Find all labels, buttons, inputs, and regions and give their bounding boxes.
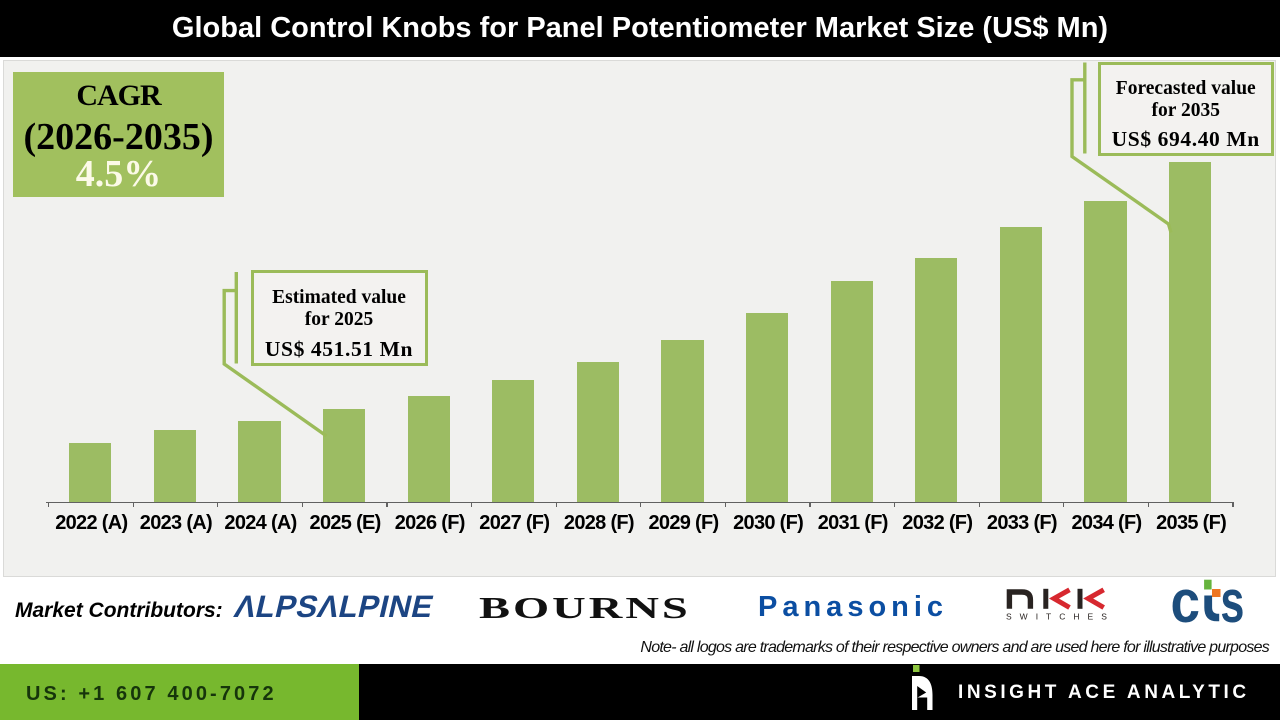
svg-text:SWITCHES: SWITCHES — [1006, 612, 1110, 622]
svg-text:c: c — [1171, 570, 1201, 630]
svg-text:s: s — [1220, 570, 1244, 630]
